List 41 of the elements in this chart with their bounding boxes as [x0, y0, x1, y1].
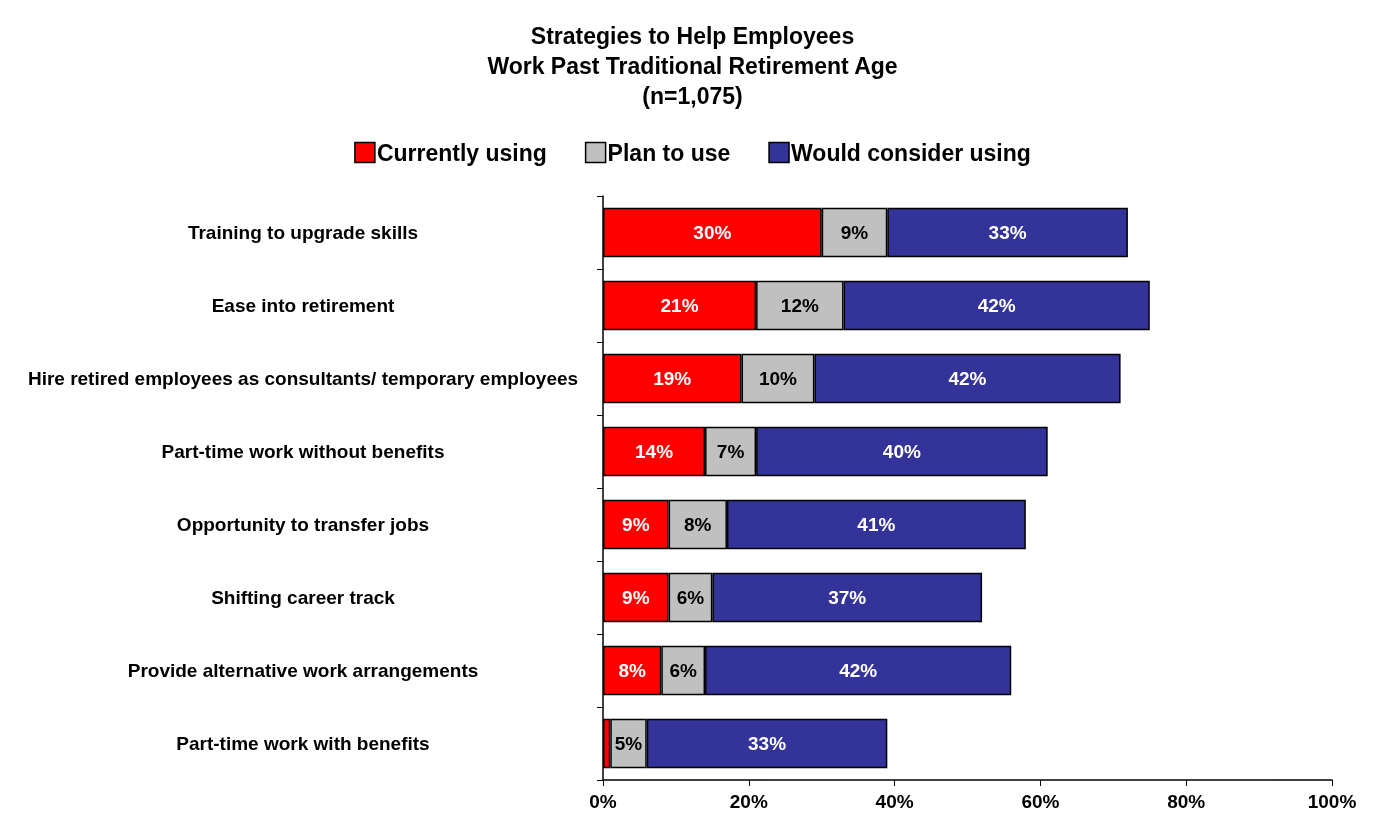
data-label: 9% — [840, 222, 869, 243]
data-label: 10% — [758, 368, 798, 389]
x-tick-label: 100% — [1307, 791, 1357, 812]
data-label: 30% — [693, 222, 732, 243]
data-label: 42% — [948, 368, 987, 389]
data-label: 19% — [653, 368, 692, 389]
y-tick-label: Training to upgrade skills — [187, 222, 419, 243]
y-tick-label: Part-time work with benefits — [176, 733, 430, 754]
x-tick-label: 20% — [729, 791, 768, 812]
chart-title: Strategies to Help Employees Work Past Traditional Retirement Age (n=1,075) — [487, 23, 898, 109]
data-label: 42% — [977, 295, 1016, 316]
data-label: 6% — [676, 587, 705, 608]
data-label: 42% — [839, 660, 878, 681]
y-tick-label: Hire retired employees as consultants/ temporary employees — [27, 368, 579, 389]
legend-label: Would consider using — [791, 139, 1031, 166]
data-label: 9% — [622, 514, 650, 535]
data-label: 14% — [635, 441, 674, 462]
data-label: 7% — [716, 441, 745, 462]
data-label: 37% — [828, 587, 867, 608]
data-label: 40% — [882, 441, 922, 462]
y-tick-label: Provide alternative work arrangements — [127, 660, 479, 681]
y-tick-label: Shifting career track — [211, 587, 396, 608]
data-label: 8% — [684, 514, 712, 535]
y-tick-label: Part-time work without benefits — [161, 441, 445, 462]
x-tick-label: 40% — [875, 791, 914, 812]
data-label: 8% — [618, 660, 646, 681]
legend-label: Plan to use — [607, 139, 731, 166]
data-label: 21% — [660, 295, 699, 316]
data-label: 33% — [988, 222, 1027, 243]
data-label: 33% — [748, 733, 787, 754]
legend-label: Currently using — [376, 139, 547, 166]
data-label: 6% — [669, 660, 698, 681]
data-label: 9% — [622, 587, 650, 608]
data-label: 5% — [614, 733, 643, 754]
x-tick-label: 60% — [1021, 791, 1060, 812]
x-tick-label: 80% — [1167, 791, 1206, 812]
data-label: 41% — [857, 514, 896, 535]
x-tick-label: 0% — [589, 791, 617, 812]
y-tick-label: Ease into retirement — [211, 295, 396, 316]
y-tick-label: Opportunity to transfer jobs — [176, 514, 430, 535]
data-label: 12% — [780, 295, 819, 316]
